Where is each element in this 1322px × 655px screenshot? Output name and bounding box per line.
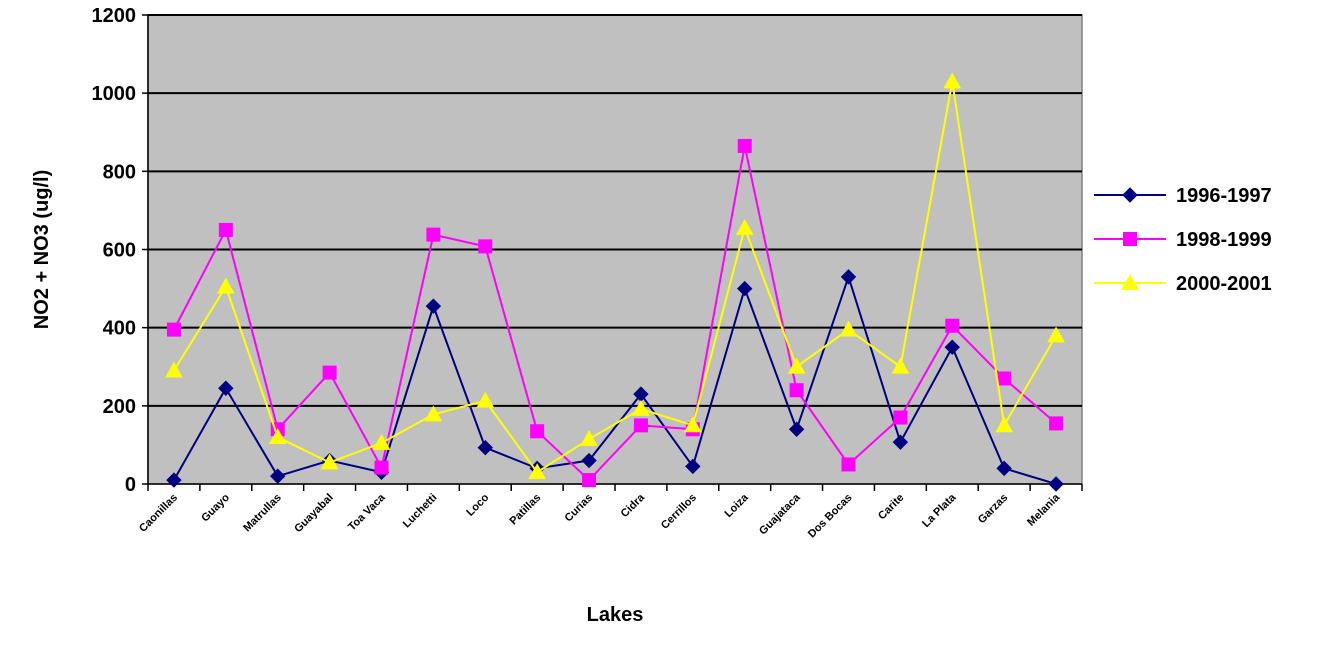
- data-point: [683, 416, 702, 433]
- legend-entry: 1996-1997: [1094, 185, 1272, 207]
- x-tick-label: Luchetti: [401, 492, 440, 531]
- legend-label: 2000-2001: [1176, 273, 1272, 295]
- data-point: [891, 357, 910, 374]
- x-tick-label: Garzas: [976, 492, 1010, 526]
- y-tick-label: 1000: [92, 83, 137, 105]
- data-point: [476, 391, 495, 408]
- gridlines: [148, 14, 1082, 407]
- data-point: [1049, 416, 1064, 431]
- data-point: [892, 434, 909, 450]
- data-point: [528, 463, 547, 480]
- x-tick-label: Curias: [562, 492, 595, 525]
- x-tick-label: Patillas: [508, 492, 544, 528]
- legend-label: 1996-1997: [1176, 185, 1272, 207]
- data-point: [735, 218, 754, 235]
- series-1998-1999: [166, 138, 1064, 488]
- data-point: [788, 421, 805, 437]
- x-tick-label: La Plata: [920, 491, 959, 530]
- x-tick-label: Caonillas: [137, 492, 180, 535]
- x-tick-label: Guajataca: [757, 491, 803, 537]
- data-point: [372, 433, 391, 450]
- data-point: [218, 380, 234, 396]
- series-2000-2001: [165, 72, 1065, 480]
- series-1996-1997: [166, 269, 1064, 492]
- data-point: [478, 239, 493, 254]
- x-tick-label: Loco: [464, 491, 491, 518]
- data-point: [477, 439, 493, 456]
- x-tick-label: Matrullas: [241, 492, 284, 535]
- series-line: [173, 81, 1057, 474]
- data-point: [270, 468, 286, 484]
- legend-label: 1998-1999: [1176, 229, 1272, 251]
- x-tick-label: Toa Vaca: [346, 491, 388, 533]
- data-point: [787, 357, 806, 374]
- data-point: [218, 222, 233, 237]
- y-tick-label: 800: [103, 161, 136, 183]
- data-point: [216, 277, 235, 294]
- data-point: [944, 339, 960, 355]
- data-point: [426, 227, 441, 242]
- data-point: [685, 458, 701, 475]
- data-point: [374, 460, 389, 475]
- data-point: [737, 280, 753, 297]
- data-point: [840, 269, 857, 285]
- data-point: [997, 371, 1012, 386]
- x-tick-label: Carite: [876, 492, 907, 523]
- legend-entry: 2000-2001: [1094, 273, 1272, 295]
- y-tick-label: 600: [103, 240, 136, 262]
- x-axis-title: Lakes: [587, 604, 644, 626]
- data-point: [268, 428, 287, 444]
- data-point: [166, 472, 182, 488]
- legend: 1996-1997 1998-1999 2000-2001: [1094, 185, 1272, 295]
- data-point: [737, 138, 752, 153]
- data-point: [996, 460, 1012, 477]
- data-point: [320, 453, 339, 470]
- legend-entry: 1998-1999: [1094, 229, 1272, 251]
- data-point: [789, 383, 804, 398]
- x-tick-label: Guayabal: [292, 492, 336, 536]
- y-tick-label: 0: [125, 474, 136, 496]
- data-point: [581, 452, 597, 469]
- data-point: [945, 318, 960, 333]
- x-tick-label: Dos Bocas: [806, 492, 855, 541]
- data-point: [633, 418, 648, 433]
- data-point: [322, 365, 337, 380]
- data-point: [893, 410, 908, 425]
- x-tick-label: Melania: [1025, 491, 1063, 529]
- legend-marker: [1121, 273, 1139, 290]
- series-layer: [165, 72, 1065, 492]
- data-point: [165, 361, 183, 378]
- legend-marker: [1122, 187, 1138, 203]
- data-point: [166, 322, 181, 337]
- data-point: [582, 473, 597, 488]
- x-tick-label: Cidra: [619, 491, 648, 520]
- data-point: [943, 72, 962, 89]
- data-point: [841, 457, 856, 472]
- series-line: [173, 145, 1057, 482]
- data-point: [424, 405, 443, 422]
- x-tick-label: Guayo: [199, 491, 232, 524]
- series-line: [173, 273, 1057, 485]
- data-point: [632, 399, 650, 416]
- data-point: [580, 430, 598, 446]
- data-point: [530, 424, 545, 439]
- y-tick-label: 400: [103, 318, 136, 340]
- y-tick-label: 1200: [92, 5, 137, 27]
- y-axis-title: NO2 + NO3 (ug/l): [31, 170, 53, 329]
- x-tick-label: Loiza: [722, 491, 751, 520]
- data-point: [1048, 476, 1064, 492]
- data-point: [1047, 326, 1065, 343]
- data-point: [425, 298, 442, 314]
- x-tick-label: Cerrillos: [659, 492, 699, 532]
- y-tick-label: 200: [103, 396, 136, 418]
- data-point: [995, 416, 1014, 433]
- data-point: [839, 320, 858, 337]
- legend-marker: [1123, 232, 1137, 246]
